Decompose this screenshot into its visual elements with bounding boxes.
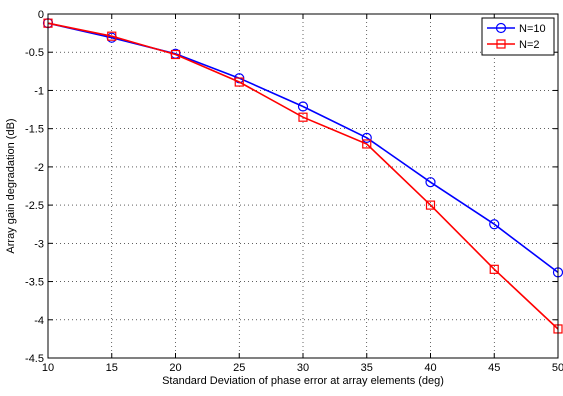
x-tick-label: 30 (297, 362, 309, 374)
y-tick-label: -1.5 (25, 124, 44, 136)
y-tick-label: -3.5 (25, 277, 44, 289)
y-tick-label: -2.5 (25, 200, 44, 212)
x-tick-label: 25 (233, 362, 245, 374)
x-tick-label: 35 (361, 362, 373, 374)
x-axis-label: Standard Deviation of phase error at arr… (162, 375, 444, 387)
y-tick-label: -4 (34, 315, 44, 327)
y-tick-label: -3 (34, 238, 44, 250)
x-tick-label: 40 (424, 362, 436, 374)
x-tick-label: 15 (106, 362, 118, 374)
y-tick-label: -4.5 (25, 353, 44, 365)
y-tick-label: 0 (38, 9, 44, 21)
y-tick-label: -1 (34, 85, 44, 97)
legend-label: N=2 (519, 39, 540, 51)
legend: N=10 N=2 (482, 18, 554, 55)
y-axis-label: Array gain degradation (dB) (5, 118, 17, 253)
y-tick-label: -2 (34, 162, 44, 174)
legend-label: N=10 (519, 23, 546, 35)
x-tick-label: 20 (169, 362, 181, 374)
y-tick-label: -0.5 (25, 47, 44, 59)
x-tick-label: 45 (488, 362, 500, 374)
x-tick-label: 50 (552, 362, 563, 374)
